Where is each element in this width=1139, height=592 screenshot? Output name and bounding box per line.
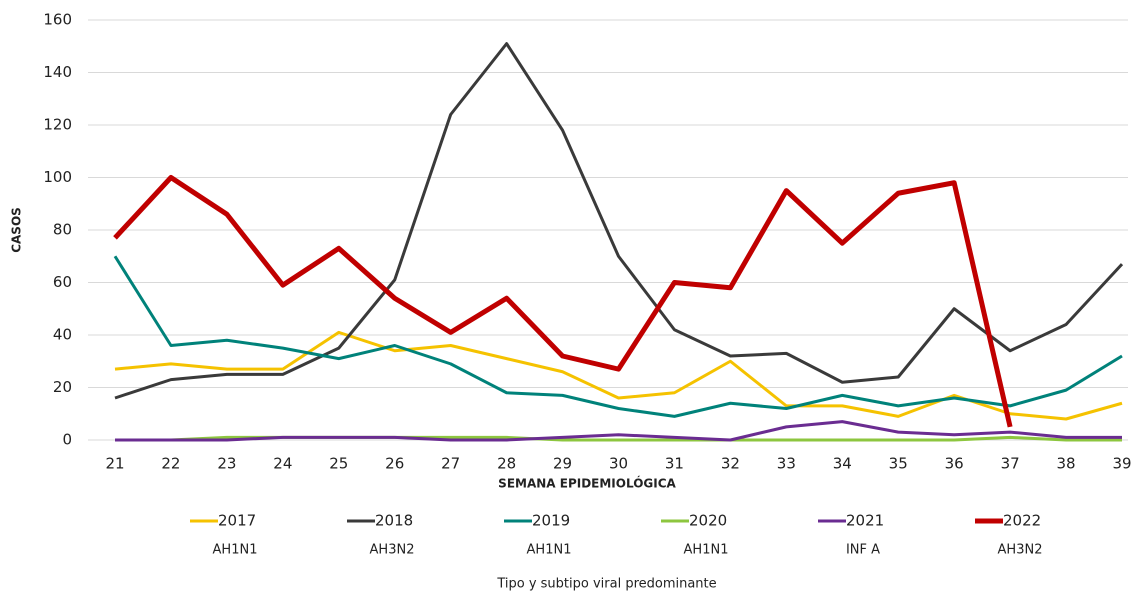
x-tick-label: 31: [665, 455, 684, 473]
y-tick-label: 80: [53, 221, 72, 239]
x-tick-label: 25: [329, 455, 348, 473]
legend-label: 2019: [532, 512, 570, 530]
y-tick-label: 40: [53, 326, 72, 344]
legend-subtype: AH1N1: [213, 543, 258, 558]
x-tick-label: 21: [105, 455, 124, 473]
x-tick-label: 23: [217, 455, 236, 473]
x-axis-title: SEMANA EPIDEMIOLÓGICA: [498, 476, 676, 491]
x-tick-label: 30: [609, 455, 628, 473]
legend-subtype: AH3N2: [370, 543, 415, 558]
legend-subtype: AH1N1: [684, 543, 729, 558]
legend-label: 2017: [218, 512, 256, 530]
x-tick-label: 27: [441, 455, 460, 473]
legend-label: 2018: [375, 512, 413, 530]
x-tick-label: 29: [553, 455, 572, 473]
legend-label: 2022: [1003, 512, 1041, 530]
x-tick-label: 36: [945, 455, 964, 473]
y-tick-label: 160: [43, 11, 72, 29]
series-line: [115, 420, 1122, 442]
y-axis-title: CASOS: [10, 207, 24, 253]
y-tick-label: 20: [53, 378, 72, 396]
x-tick-label: 24: [273, 455, 292, 473]
x-tick-label: 34: [833, 455, 852, 473]
x-tick-label: 26: [385, 455, 404, 473]
x-tick-label: 33: [777, 455, 796, 473]
x-tick-label: 32: [721, 455, 740, 473]
legend-label: 2020: [689, 512, 727, 530]
x-tick-label: 38: [1057, 455, 1076, 473]
x-tick-label: 22: [161, 455, 180, 473]
y-tick-label: 120: [43, 116, 72, 134]
series-line: [114, 42, 1124, 400]
series-line: [113, 175, 1013, 428]
y-tick-label: 0: [62, 431, 72, 449]
legend-subtype: AH3N2: [998, 543, 1043, 558]
series-line: [113, 255, 1123, 418]
y-tick-label: 60: [53, 273, 72, 291]
legend-title: Tipo y subtipo viral predominante: [496, 577, 716, 592]
x-tick-label: 39: [1112, 455, 1131, 473]
y-tick-label: 100: [43, 168, 72, 186]
legend-subtype: INF A: [846, 543, 880, 558]
x-tick-label: 37: [1001, 455, 1020, 473]
legend-subtype: AH1N1: [527, 543, 572, 558]
y-tick-label: 140: [43, 63, 72, 81]
legend-label: 2021: [846, 512, 884, 530]
x-tick-label: 28: [497, 455, 516, 473]
series-line: [114, 330, 1123, 421]
x-tick-label: 35: [889, 455, 908, 473]
